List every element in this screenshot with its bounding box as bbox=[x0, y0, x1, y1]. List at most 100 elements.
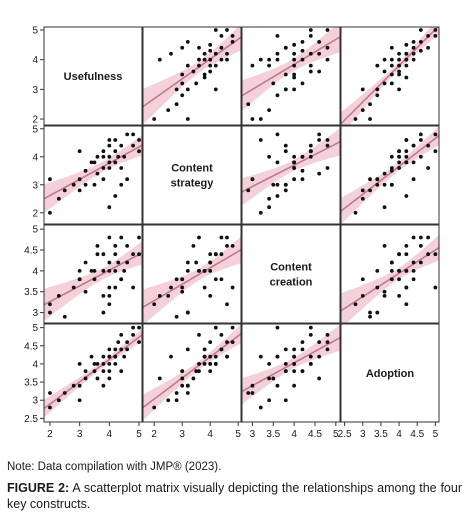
data-point bbox=[185, 117, 190, 121]
data-point bbox=[418, 138, 423, 142]
data-point bbox=[292, 166, 297, 170]
data-point bbox=[131, 143, 135, 148]
data-point bbox=[308, 325, 313, 330]
data-point bbox=[101, 293, 106, 298]
x-tick-label: 5 bbox=[333, 429, 339, 440]
diagonal-label: Usefulness bbox=[64, 71, 123, 83]
data-point bbox=[113, 138, 118, 142]
data-point bbox=[208, 369, 213, 374]
data-point bbox=[267, 57, 272, 62]
data-point bbox=[368, 314, 372, 319]
data-point bbox=[283, 143, 288, 148]
data-point bbox=[426, 235, 431, 240]
data-point bbox=[107, 235, 112, 240]
confidence-band bbox=[44, 241, 142, 321]
data-point bbox=[166, 398, 171, 403]
y-tick-label: 3 bbox=[32, 85, 38, 96]
data-point bbox=[213, 63, 218, 68]
data-point bbox=[107, 285, 112, 290]
data-point bbox=[225, 57, 229, 62]
data-point bbox=[77, 362, 82, 366]
data-point bbox=[404, 160, 409, 165]
data-point bbox=[119, 347, 124, 352]
data-point bbox=[180, 376, 185, 381]
data-point bbox=[107, 160, 112, 165]
data-point bbox=[375, 285, 380, 290]
data-point bbox=[308, 63, 313, 68]
data-point bbox=[292, 383, 297, 388]
data-point bbox=[426, 34, 431, 38]
data-point bbox=[317, 51, 322, 56]
panel-border bbox=[340, 125, 440, 225]
data-point bbox=[197, 362, 201, 366]
data-point bbox=[375, 177, 380, 182]
data-point bbox=[382, 182, 387, 187]
data-point bbox=[404, 194, 409, 198]
data-point bbox=[107, 143, 112, 148]
data-point bbox=[292, 42, 297, 47]
data-point bbox=[418, 39, 423, 44]
panel-2-2: Content creation bbox=[241, 224, 341, 324]
data-point bbox=[202, 354, 207, 359]
data-point bbox=[308, 28, 313, 32]
data-point bbox=[152, 302, 157, 307]
data-point bbox=[225, 302, 229, 307]
data-point bbox=[101, 149, 106, 154]
fit-line bbox=[143, 333, 241, 409]
data-point bbox=[219, 277, 224, 282]
data-point bbox=[382, 293, 387, 298]
data-point bbox=[83, 369, 88, 374]
data-point bbox=[230, 285, 235, 290]
data-point bbox=[382, 205, 387, 210]
data-point bbox=[267, 196, 272, 201]
confidence-band bbox=[44, 135, 142, 213]
data-point bbox=[404, 138, 409, 142]
data-point bbox=[137, 340, 141, 345]
data-point bbox=[411, 177, 416, 182]
data-point bbox=[119, 235, 124, 240]
data-point bbox=[225, 235, 229, 240]
data-point bbox=[101, 369, 106, 374]
data-point bbox=[267, 362, 272, 366]
figure-caption: FIGURE 2: A scatterplot matrix visually … bbox=[7, 480, 462, 512]
data-point bbox=[185, 260, 190, 265]
data-point bbox=[202, 57, 207, 62]
data-point bbox=[101, 268, 106, 273]
data-point bbox=[122, 354, 127, 359]
data-point bbox=[317, 354, 322, 359]
data-point bbox=[292, 369, 297, 374]
data-point bbox=[283, 72, 288, 77]
data-point bbox=[107, 260, 112, 265]
data-point bbox=[48, 177, 52, 182]
data-point bbox=[202, 285, 207, 290]
data-point bbox=[174, 398, 179, 403]
y-tick-label: 2 bbox=[32, 115, 38, 126]
data-point bbox=[360, 188, 365, 193]
data-point bbox=[213, 362, 218, 366]
diagonal-label: Adoption bbox=[366, 368, 415, 380]
data-point bbox=[275, 194, 280, 198]
y-tick-label: 3.5 bbox=[24, 287, 38, 298]
data-point bbox=[174, 277, 179, 282]
data-point bbox=[92, 182, 97, 187]
x-tick-label: 4 bbox=[207, 429, 213, 440]
panel-1-1: Content strategy bbox=[142, 125, 242, 225]
data-point bbox=[267, 376, 272, 381]
data-point bbox=[250, 391, 255, 395]
confidence-band bbox=[143, 324, 241, 421]
x-tick-label: 3.5 bbox=[266, 429, 280, 440]
confidence-band bbox=[341, 126, 439, 224]
y-tick-label: 3 bbox=[32, 396, 38, 407]
x-tick-label: 3.5 bbox=[374, 429, 388, 440]
panel-border bbox=[43, 224, 143, 324]
data-point bbox=[275, 93, 280, 98]
data-point bbox=[317, 69, 322, 74]
x-tick-label: 2 bbox=[151, 429, 157, 440]
x-tick-label: 3 bbox=[250, 429, 256, 440]
data-point bbox=[404, 149, 409, 154]
panel-3-1 bbox=[142, 323, 242, 423]
data-point bbox=[433, 252, 438, 257]
panel-1-0 bbox=[43, 125, 143, 225]
data-point bbox=[308, 34, 313, 38]
data-point bbox=[300, 347, 305, 352]
